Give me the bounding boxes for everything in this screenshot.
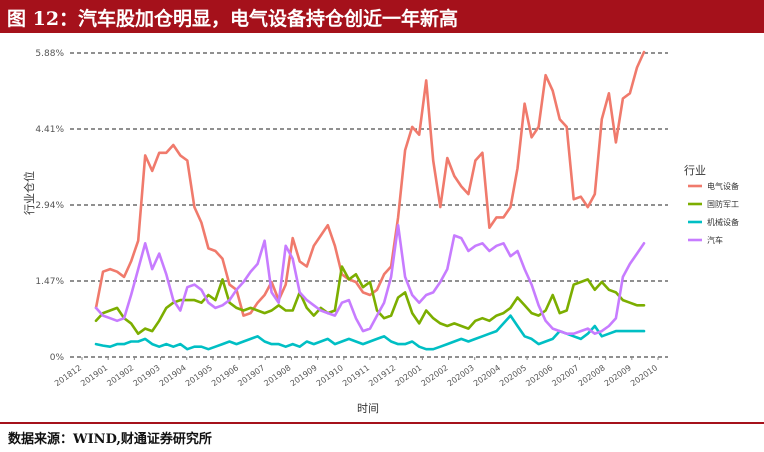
y-tick-label: 5.88% <box>35 49 64 59</box>
x-tick-label: 202002 <box>420 363 450 388</box>
legend-title: 行业 <box>684 164 706 177</box>
x-tick-label: 201909 <box>289 363 319 388</box>
series-line-国防军工 <box>94 265 646 336</box>
chart-area: 0% 1.47% 2.94% 4.41% 5.88% 201812 201901 201902… <box>0 33 764 423</box>
x-tick-label: 202004 <box>472 363 502 388</box>
x-tick-label: 202010 <box>629 363 659 388</box>
figure-header: 图 12：汽车股加仓明显，电气设备持仓创近一年新高 <box>0 0 764 33</box>
x-tick-label: 201902 <box>105 363 135 388</box>
y-tick-label: 0% <box>50 353 65 363</box>
legend-label: 国防军工 <box>707 199 739 209</box>
x-tick-label: 202006 <box>524 363 554 388</box>
series-line-汽车 <box>94 223 646 336</box>
x-tick-label: 201911 <box>341 363 371 388</box>
y-axis-label: 行业仓位 <box>22 171 36 215</box>
line-chart: 0% 1.47% 2.94% 4.41% 5.88% 201812201901201902… <box>22 49 739 415</box>
figure-title: 图 12：汽车股加仓明显，电气设备持仓创近一年新高 <box>7 8 459 30</box>
y-tick-label: 1.47% <box>35 277 64 287</box>
source-note: 数据来源：WIND,财通证券研究所 <box>8 432 212 447</box>
y-tick-label: 4.41% <box>35 125 64 135</box>
series-line-机械设备 <box>94 314 646 351</box>
x-tick-label: 201901 <box>79 363 109 388</box>
x-tick-label: 202003 <box>446 363 476 388</box>
x-tick-label: 201908 <box>262 363 292 388</box>
x-tick-label: 202001 <box>393 363 423 388</box>
legend-label: 机械设备 <box>707 217 739 227</box>
x-tick-label: 201905 <box>184 363 214 388</box>
legend-label: 电气设备 <box>707 181 739 191</box>
x-tick-label: 201812 <box>53 363 83 388</box>
y-tick-label: 2.94% <box>35 201 64 211</box>
x-tick-label: 201904 <box>158 363 188 388</box>
x-tick-label: 201907 <box>236 363 266 388</box>
footer-divider <box>0 422 764 424</box>
legend-label: 汽车 <box>707 235 723 245</box>
x-tick-label: 201906 <box>210 363 240 388</box>
x-tick-label: 202007 <box>550 363 580 388</box>
x-tick-label: 201910 <box>315 363 345 388</box>
x-axis-label: 时间 <box>357 402 379 415</box>
x-tick-label: 202008 <box>577 363 607 388</box>
x-tick-label: 202009 <box>603 363 633 388</box>
x-tick-label: 201903 <box>132 363 162 388</box>
series-line-电气设备 <box>94 50 646 317</box>
x-tick-label: 201912 <box>367 363 397 388</box>
x-tick-label: 202005 <box>498 363 528 388</box>
